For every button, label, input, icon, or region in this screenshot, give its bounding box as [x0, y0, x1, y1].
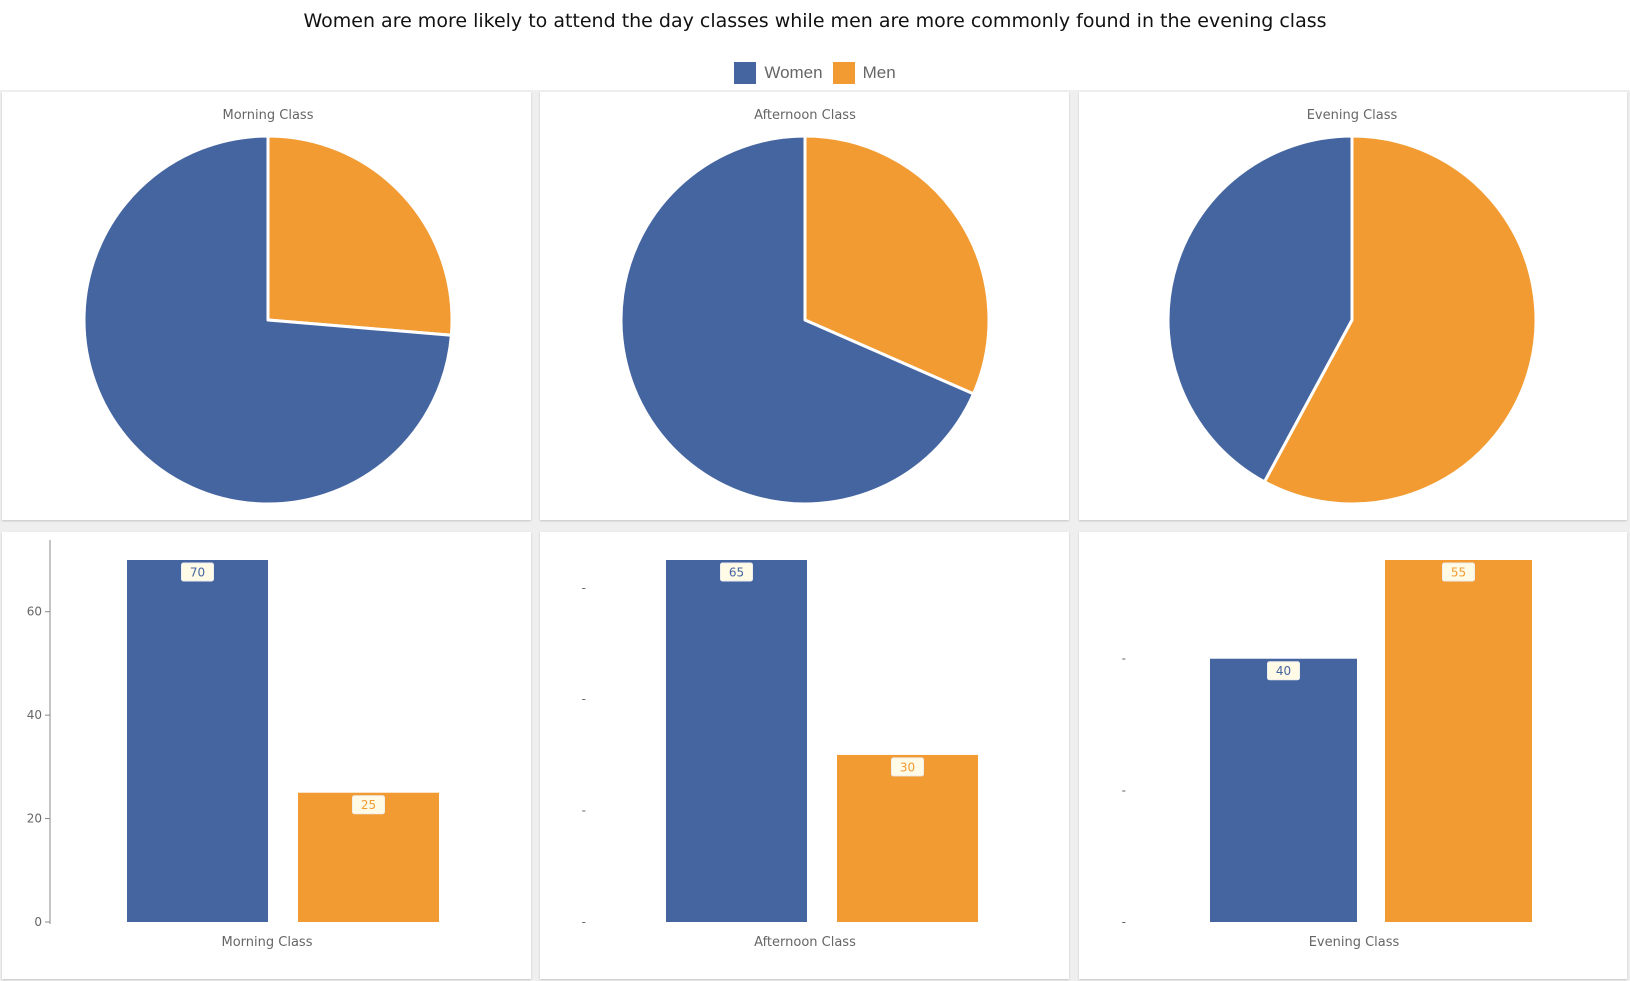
bar-chart-svg: 0 20 40 60 70 25 Morning Class: [27, 540, 439, 950]
pie-slice-men[interactable]: [266, 134, 454, 337]
pie-slice-men[interactable]: [803, 134, 991, 396]
data-label-box: [1442, 562, 1475, 582]
x-axis-label: Morning Class: [222, 935, 313, 950]
bar-chart-svg: - - - - 65 30 Afternoon Class: [582, 560, 978, 950]
bar-women[interactable]: [127, 560, 268, 922]
legend-label-women: Women: [764, 63, 823, 82]
legend-label-men: Men: [862, 63, 896, 82]
pie-slice-women[interactable]: [619, 134, 976, 506]
bar-men[interactable]: [1385, 560, 1532, 922]
pie-title: Afternoon Class: [754, 108, 856, 123]
data-label-box: [181, 562, 214, 582]
data-label-box: [891, 757, 924, 777]
bar-men[interactable]: [837, 754, 978, 922]
y-tick-label: -: [1122, 915, 1126, 929]
pie-title: Evening Class: [1307, 108, 1398, 123]
legend-item-women[interactable]: Women: [734, 62, 823, 84]
data-label-box: [352, 795, 385, 815]
pie-slice-women[interactable]: [1166, 134, 1354, 484]
bar-women[interactable]: [666, 560, 807, 922]
y-tick-label: -: [582, 692, 586, 706]
data-label-women: 40: [1276, 664, 1291, 678]
x-axis-label: Afternoon Class: [754, 935, 856, 950]
y-tick-label: -: [1122, 652, 1126, 666]
legend-swatch-men: [832, 62, 855, 84]
y-tick-label: -: [582, 581, 586, 595]
y-tick-label: 40: [27, 708, 42, 722]
pie-chart-svg: Evening Class: [1166, 108, 1538, 506]
pie-panel-morning: Morning Class: [2, 92, 531, 520]
legend-item-men[interactable]: Men: [832, 62, 896, 84]
data-label-women: 65: [729, 566, 744, 580]
data-label-men: 55: [1451, 566, 1466, 580]
pie-chart-svg: Afternoon Class: [619, 108, 991, 506]
legend-swatch-women: [734, 62, 757, 84]
y-tick-label: -: [582, 804, 586, 818]
pie-title: Morning Class: [223, 108, 314, 123]
x-axis-label: Evening Class: [1309, 935, 1400, 950]
bar-women[interactable]: [1210, 658, 1357, 922]
data-label-men: 25: [361, 798, 376, 812]
chart-title: Women are more likely to attend the day …: [303, 10, 1327, 32]
data-label-women: 70: [190, 566, 205, 580]
bar-men[interactable]: [298, 792, 439, 922]
y-tick-label: -: [1122, 783, 1126, 797]
pie-slice-men[interactable]: [1262, 134, 1538, 506]
data-label-box: [720, 562, 753, 582]
bar-chart-svg: - - - 40 55 Evening Class: [1122, 560, 1532, 950]
y-tick-label: 0: [34, 915, 42, 929]
bar-panel-evening: - - - 40 55 Evening Class: [1079, 532, 1627, 979]
y-tick-label: -: [582, 915, 586, 929]
bar-panel-afternoon: - - - - 65 30 Afternoon Class: [540, 532, 1069, 979]
legend: Women Men: [0, 62, 1630, 84]
data-label-box: [1267, 661, 1300, 681]
y-tick-label: 60: [27, 605, 42, 619]
bar-panel-morning: 0 20 40 60 70 25 Morning Class: [2, 532, 531, 979]
pie-slice-women[interactable]: [82, 134, 453, 506]
data-label-men: 30: [900, 760, 915, 774]
pie-panel-evening: Evening Class: [1079, 92, 1627, 520]
pie-panel-afternoon: Afternoon Class: [540, 92, 1069, 520]
y-tick-label: 20: [27, 812, 42, 826]
pie-chart-svg: Morning Class: [82, 108, 454, 506]
